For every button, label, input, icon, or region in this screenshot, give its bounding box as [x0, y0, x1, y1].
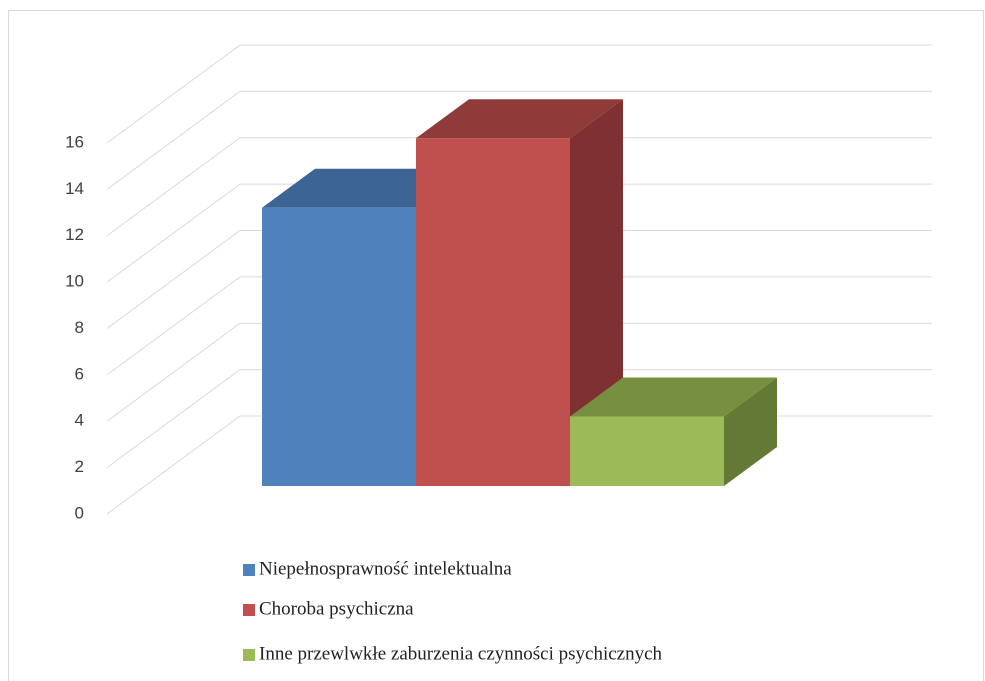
- grid-line: [106, 369, 241, 469]
- grid-line: [106, 183, 241, 283]
- bar-top: [416, 99, 623, 139]
- bar: [416, 138, 570, 486]
- legend-label: Choroba psychiczna: [259, 598, 414, 619]
- y-tick-label: 12: [65, 225, 84, 244]
- grid-line: [106, 276, 241, 376]
- y-tick-label: 6: [75, 364, 84, 383]
- bar: [570, 416, 724, 486]
- grid-line: [106, 137, 241, 237]
- grid-line: [106, 322, 241, 422]
- y-tick-label: 16: [65, 132, 84, 151]
- bar: [262, 207, 416, 486]
- legend-swatch: [243, 604, 255, 616]
- y-tick-label: 0: [75, 503, 84, 522]
- bar-top: [570, 377, 777, 417]
- y-tick-label: 4: [75, 411, 84, 430]
- y-tick-label: 2: [75, 457, 84, 476]
- chart-border: [8, 10, 984, 681]
- y-tick-label: 14: [65, 179, 84, 198]
- legend-label: Inne przewlwkłe zaburzenia czynności psy…: [259, 643, 663, 664]
- bar-side: [724, 377, 777, 486]
- grid-line: [106, 230, 241, 329]
- grid-line: [106, 415, 241, 515]
- legend-swatch: [243, 564, 255, 576]
- grid-line: [106, 90, 241, 190]
- legend-label: Niepełnosprawność intelektualna: [259, 558, 512, 579]
- y-tick-label: 8: [75, 318, 84, 337]
- grid-line: [106, 44, 241, 144]
- legend-swatch: [243, 649, 255, 661]
- y-tick-label: 10: [65, 272, 84, 291]
